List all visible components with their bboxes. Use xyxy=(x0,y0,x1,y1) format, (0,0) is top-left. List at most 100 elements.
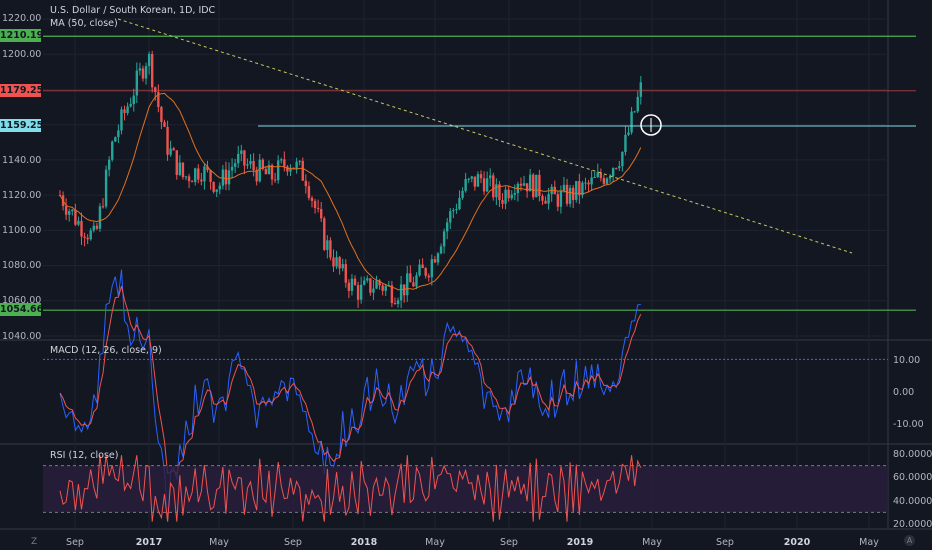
time-tick: Sep xyxy=(66,537,84,548)
candle-body xyxy=(412,282,415,287)
candle-body xyxy=(590,177,593,185)
candle-body xyxy=(123,109,126,114)
candle-body xyxy=(611,168,615,177)
candle-body xyxy=(519,183,523,186)
candle-body xyxy=(206,166,209,171)
candle-body xyxy=(618,166,621,169)
candle-body xyxy=(421,264,424,269)
candle-body xyxy=(430,259,434,278)
rsi-line xyxy=(59,455,642,522)
candle-body xyxy=(111,141,114,160)
candle-body xyxy=(495,184,498,198)
candle-body xyxy=(157,92,160,108)
candle-body xyxy=(372,288,375,293)
candle-body xyxy=(224,169,228,185)
candle-body xyxy=(138,68,142,71)
candle-body xyxy=(332,257,335,267)
candle-body xyxy=(120,109,123,131)
candle-body xyxy=(359,284,363,300)
rsi-tick: 60.0000 xyxy=(893,472,932,483)
candle-body xyxy=(578,181,581,196)
candle-body xyxy=(147,53,151,67)
rsi-legend: RSI (12, close) xyxy=(50,450,119,461)
candle-body xyxy=(320,209,323,219)
candle-body xyxy=(289,167,292,172)
candle-body xyxy=(406,273,409,296)
time-tick-year: 2020 xyxy=(783,537,811,548)
macd-tick: -10.00 xyxy=(893,419,924,430)
candle-body xyxy=(135,70,139,96)
candle-body xyxy=(399,284,403,301)
candle-body xyxy=(230,166,234,171)
candle-body xyxy=(384,285,387,291)
candle-body xyxy=(605,178,609,184)
time-tick: Sep xyxy=(716,537,734,548)
candle-body xyxy=(633,111,636,113)
time-tick: May xyxy=(859,537,879,548)
candle-body xyxy=(501,200,504,204)
candle-body xyxy=(200,179,203,182)
candle-body xyxy=(636,96,639,112)
candle-body xyxy=(470,176,473,179)
candle-body xyxy=(366,278,369,281)
candle-body xyxy=(562,184,566,191)
candle-body xyxy=(298,160,301,162)
candle-body xyxy=(335,257,338,267)
candle-body xyxy=(270,165,274,180)
candle-body xyxy=(68,211,71,215)
candle-body xyxy=(178,162,182,175)
timezone-glyph[interactable]: Z xyxy=(31,537,38,547)
candle-body xyxy=(596,172,599,178)
candle-body xyxy=(522,183,526,186)
candle-body xyxy=(304,180,308,187)
candle-body xyxy=(581,182,584,196)
trendline xyxy=(117,18,853,254)
candle-body xyxy=(209,170,212,182)
candle-body xyxy=(261,159,265,169)
candle-body xyxy=(584,182,587,184)
candle-body xyxy=(64,206,68,215)
candle-body xyxy=(449,211,452,223)
auto-scale-button[interactable]: A xyxy=(904,535,915,546)
candle-body xyxy=(513,193,517,195)
price-tick: 1140.00 xyxy=(2,155,42,166)
candle-body xyxy=(184,176,188,178)
breakout-circle xyxy=(640,114,662,136)
candle-body xyxy=(83,236,86,238)
candle-body xyxy=(571,187,575,200)
candle-body xyxy=(532,174,535,198)
candle-body xyxy=(86,237,89,240)
candle-body xyxy=(150,53,154,88)
symbol-title: U.S. Dollar / South Korean, 1D, IDC xyxy=(50,5,216,16)
candle-body xyxy=(393,303,397,305)
candle-body xyxy=(544,200,547,204)
candle-body xyxy=(489,175,492,179)
candle-body xyxy=(233,163,237,167)
candle-body xyxy=(215,189,218,192)
candle-body xyxy=(436,253,440,263)
candle-body xyxy=(587,182,590,185)
candle-body xyxy=(525,183,529,192)
candle-body xyxy=(163,122,166,127)
price-tick: 1060.00 xyxy=(2,295,42,306)
candle-body xyxy=(187,176,191,182)
candle-body xyxy=(323,218,326,250)
candle-body xyxy=(104,169,108,207)
candle-body xyxy=(485,178,489,192)
level-label-1159: 1159.25 xyxy=(0,119,44,132)
time-tick-year: 2019 xyxy=(566,537,594,548)
candle-body xyxy=(280,159,283,161)
candle-body xyxy=(295,161,298,169)
candle-body xyxy=(141,68,145,79)
candle-body xyxy=(316,208,320,210)
candle-body xyxy=(313,200,317,209)
candle-body xyxy=(169,148,172,155)
price-tick: 1120.00 xyxy=(2,190,42,201)
candle-body xyxy=(415,275,418,287)
candle-body xyxy=(329,240,332,258)
time-tick-year: 2018 xyxy=(350,537,378,548)
candle-body xyxy=(218,185,221,190)
candle-body xyxy=(117,130,120,138)
